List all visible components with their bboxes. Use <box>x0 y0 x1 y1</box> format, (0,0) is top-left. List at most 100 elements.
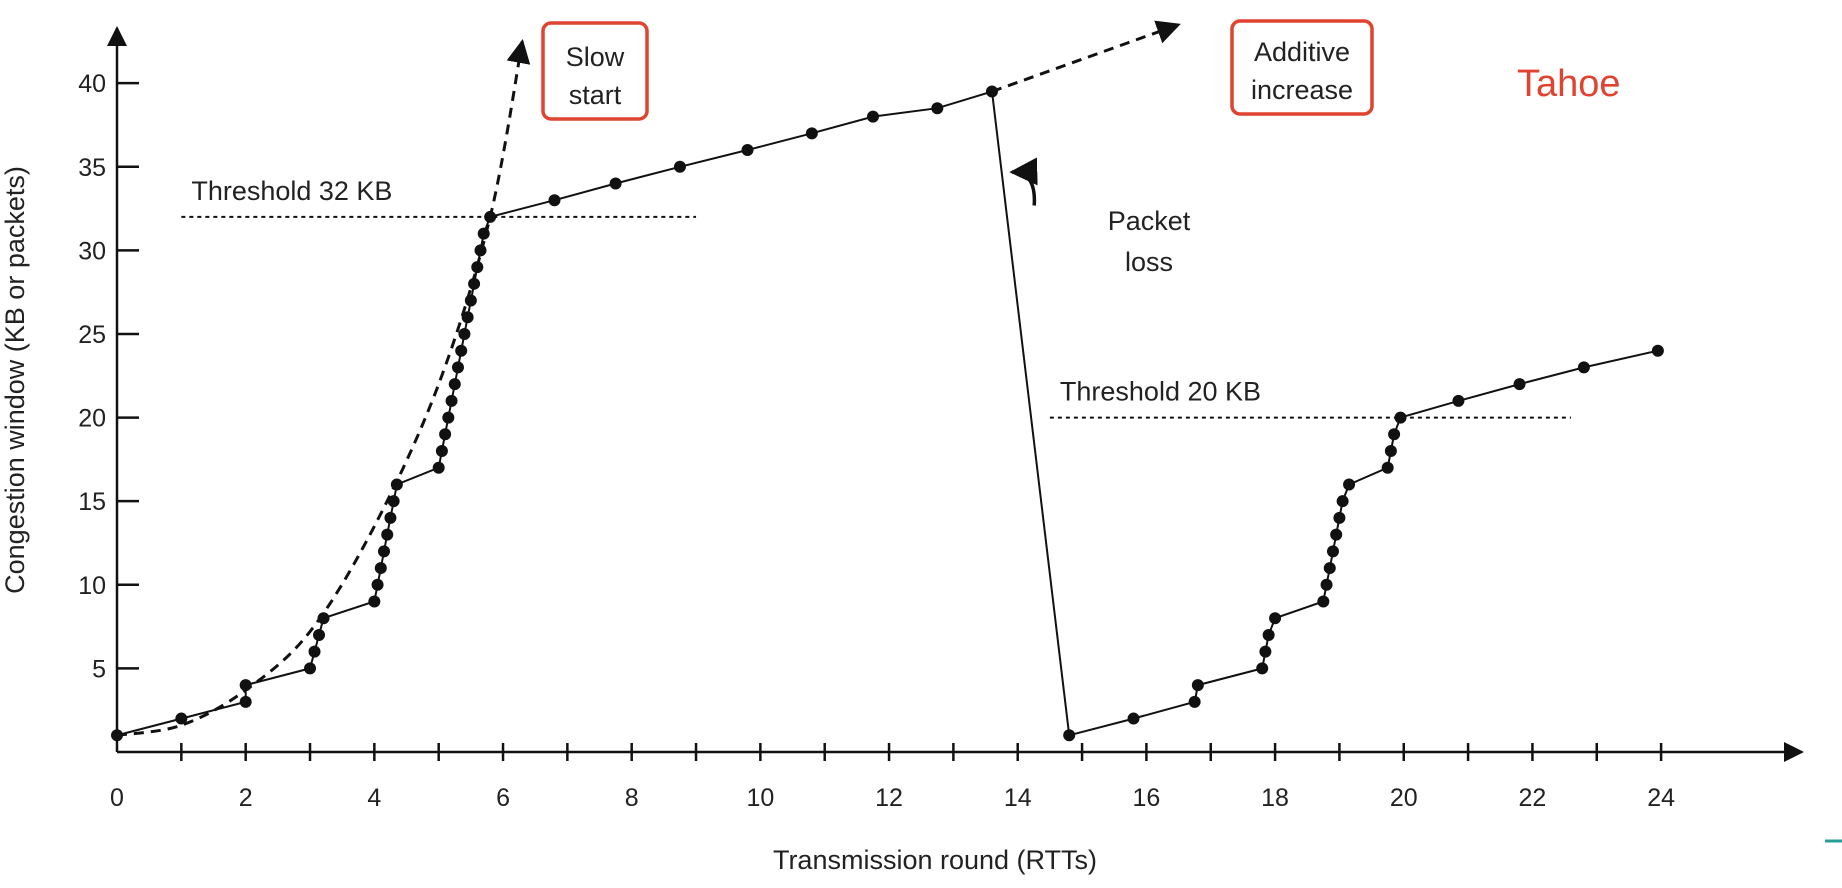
data-point <box>1188 695 1201 708</box>
data-point <box>111 729 123 742</box>
additive-increase-label-line2: increase <box>1251 75 1353 105</box>
packet-loss-arrow <box>1009 157 1038 206</box>
data-point <box>1330 528 1343 541</box>
data-point <box>384 511 397 524</box>
data-point <box>1326 545 1339 558</box>
y-ticks: 5 10 15 20 25 30 35 40 <box>78 70 139 683</box>
data-point <box>387 495 400 508</box>
data-point <box>317 612 330 625</box>
x-tick-label: 22 <box>1519 784 1547 812</box>
data-point <box>1388 428 1401 441</box>
cwnd-series-line <box>116 90 1659 737</box>
packet-loss-label-line1: Packet <box>1108 206 1191 236</box>
data-point <box>308 645 321 658</box>
data-point <box>1323 562 1336 575</box>
data-point <box>1262 628 1275 641</box>
data-point <box>439 428 452 441</box>
data-point <box>1317 595 1330 608</box>
x-tick-label: 6 <box>496 784 510 812</box>
data-point <box>1336 495 1349 508</box>
x-tick-label: 0 <box>110 784 124 812</box>
data-point <box>1256 662 1269 675</box>
data-point <box>1381 461 1394 474</box>
data-point <box>805 127 818 140</box>
data-point <box>451 361 464 374</box>
data-point <box>985 85 998 98</box>
data-point <box>1063 729 1076 742</box>
y-tick-label: 35 <box>78 154 106 182</box>
y-tick-label: 30 <box>78 237 106 265</box>
data-point <box>1343 478 1356 491</box>
data-point <box>866 110 879 123</box>
data-point <box>1384 445 1397 458</box>
data-point <box>390 478 403 491</box>
additive-increase-label-line1: Additive <box>1254 37 1350 67</box>
cwnd-series-points <box>111 85 1664 742</box>
data-point <box>1333 511 1346 524</box>
data-point <box>548 194 561 207</box>
data-point <box>1259 645 1272 658</box>
y-tick-label: 20 <box>78 405 106 433</box>
data-point <box>741 144 754 157</box>
data-point <box>1269 612 1282 625</box>
data-point <box>1651 344 1664 357</box>
y-tick-label: 10 <box>78 572 106 600</box>
data-point <box>1577 361 1590 374</box>
data-point <box>484 210 497 223</box>
x-tick-label: 4 <box>367 784 381 812</box>
x-tick-label: 2 <box>239 784 253 812</box>
data-point <box>471 261 484 274</box>
additive-increase-box <box>1230 19 1374 116</box>
x-tick-label: 12 <box>875 784 903 812</box>
slow-start-label-line1: Slow <box>566 42 625 72</box>
threshold-lines: Threshold 32 KB Threshold 20 KB <box>181 176 1572 419</box>
data-point <box>239 695 252 708</box>
x-tick-label: 8 <box>625 784 639 812</box>
threshold-label: Threshold 20 KB <box>1060 377 1261 407</box>
additive-increase-extension <box>991 20 1181 93</box>
data-point <box>458 327 471 340</box>
data-point <box>368 595 381 608</box>
x-tick-label: 24 <box>1647 784 1675 812</box>
data-point <box>464 294 477 307</box>
data-point <box>477 227 490 240</box>
data-point <box>442 411 455 424</box>
data-point <box>673 160 686 173</box>
data-point <box>474 244 487 257</box>
y-tick-label: 5 <box>92 655 106 683</box>
data-point <box>1452 394 1465 407</box>
threshold-label: Threshold 32 KB <box>191 176 392 206</box>
data-point <box>175 712 188 725</box>
x-ticks: 0 2 4 6 8 10 12 14 16 18 20 22 24 <box>110 743 1675 812</box>
data-point <box>374 562 387 575</box>
data-point <box>435 445 448 458</box>
data-point <box>1127 712 1140 725</box>
data-point <box>445 394 458 407</box>
x-tick-label: 18 <box>1261 784 1289 812</box>
data-point <box>304 662 317 675</box>
data-point <box>448 378 461 391</box>
slow-start-box <box>541 21 649 121</box>
tahoe-label: Tahoe <box>1517 63 1621 105</box>
y-tick-label: 15 <box>78 488 106 516</box>
data-point <box>313 628 326 641</box>
data-point <box>461 311 474 324</box>
data-point <box>1191 679 1204 692</box>
data-point <box>931 102 944 115</box>
data-point <box>609 177 622 190</box>
data-point <box>1320 578 1333 591</box>
data-point <box>239 679 252 692</box>
x-axis-title: Transmission round (RTTs) <box>773 845 1097 875</box>
x-tick-label: 14 <box>1004 784 1032 812</box>
x-tick-label: 10 <box>746 784 774 812</box>
data-point <box>381 528 394 541</box>
x-tick-label: 20 <box>1390 784 1418 812</box>
data-point <box>378 545 390 558</box>
y-tick-label: 40 <box>78 70 106 98</box>
y-axis-title: Congestion window (KB or packets) <box>0 166 30 594</box>
data-point <box>432 461 445 474</box>
data-point <box>468 277 481 290</box>
data-point <box>455 344 468 357</box>
data-point <box>371 578 384 591</box>
